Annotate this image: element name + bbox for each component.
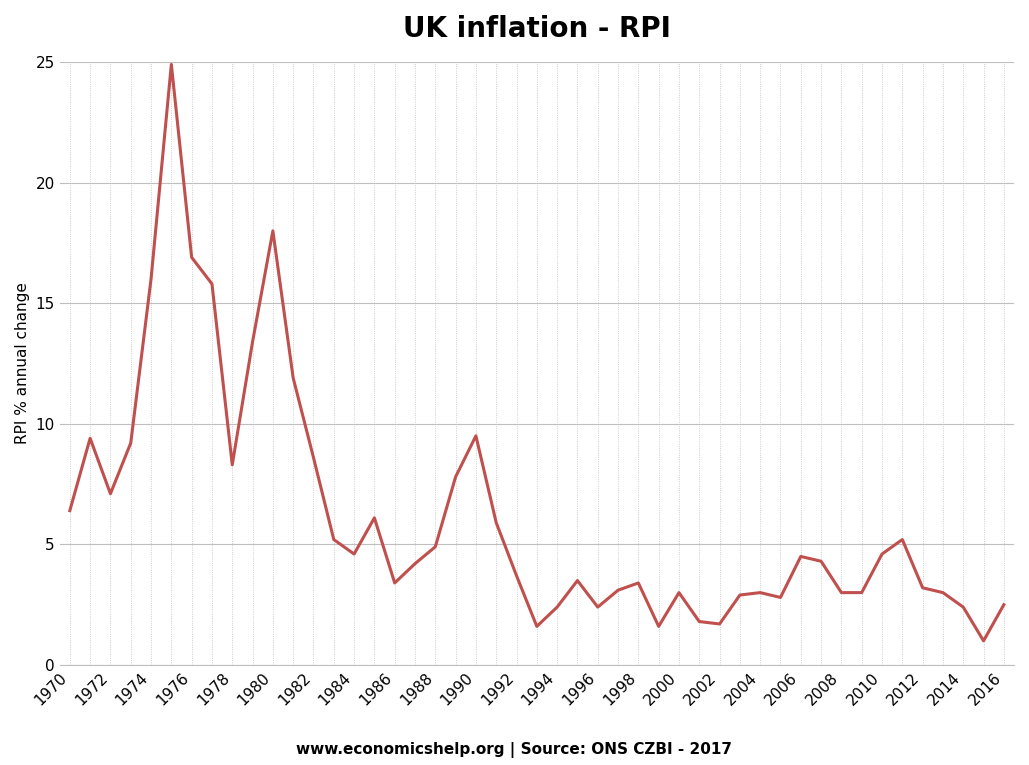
Title: UK inflation - RPI: UK inflation - RPI — [403, 15, 671, 43]
Text: www.economicshelp.org | Source: ONS CZBI - 2017: www.economicshelp.org | Source: ONS CZBI… — [296, 741, 733, 757]
Y-axis label: RPI % annual change: RPI % annual change — [15, 282, 30, 444]
